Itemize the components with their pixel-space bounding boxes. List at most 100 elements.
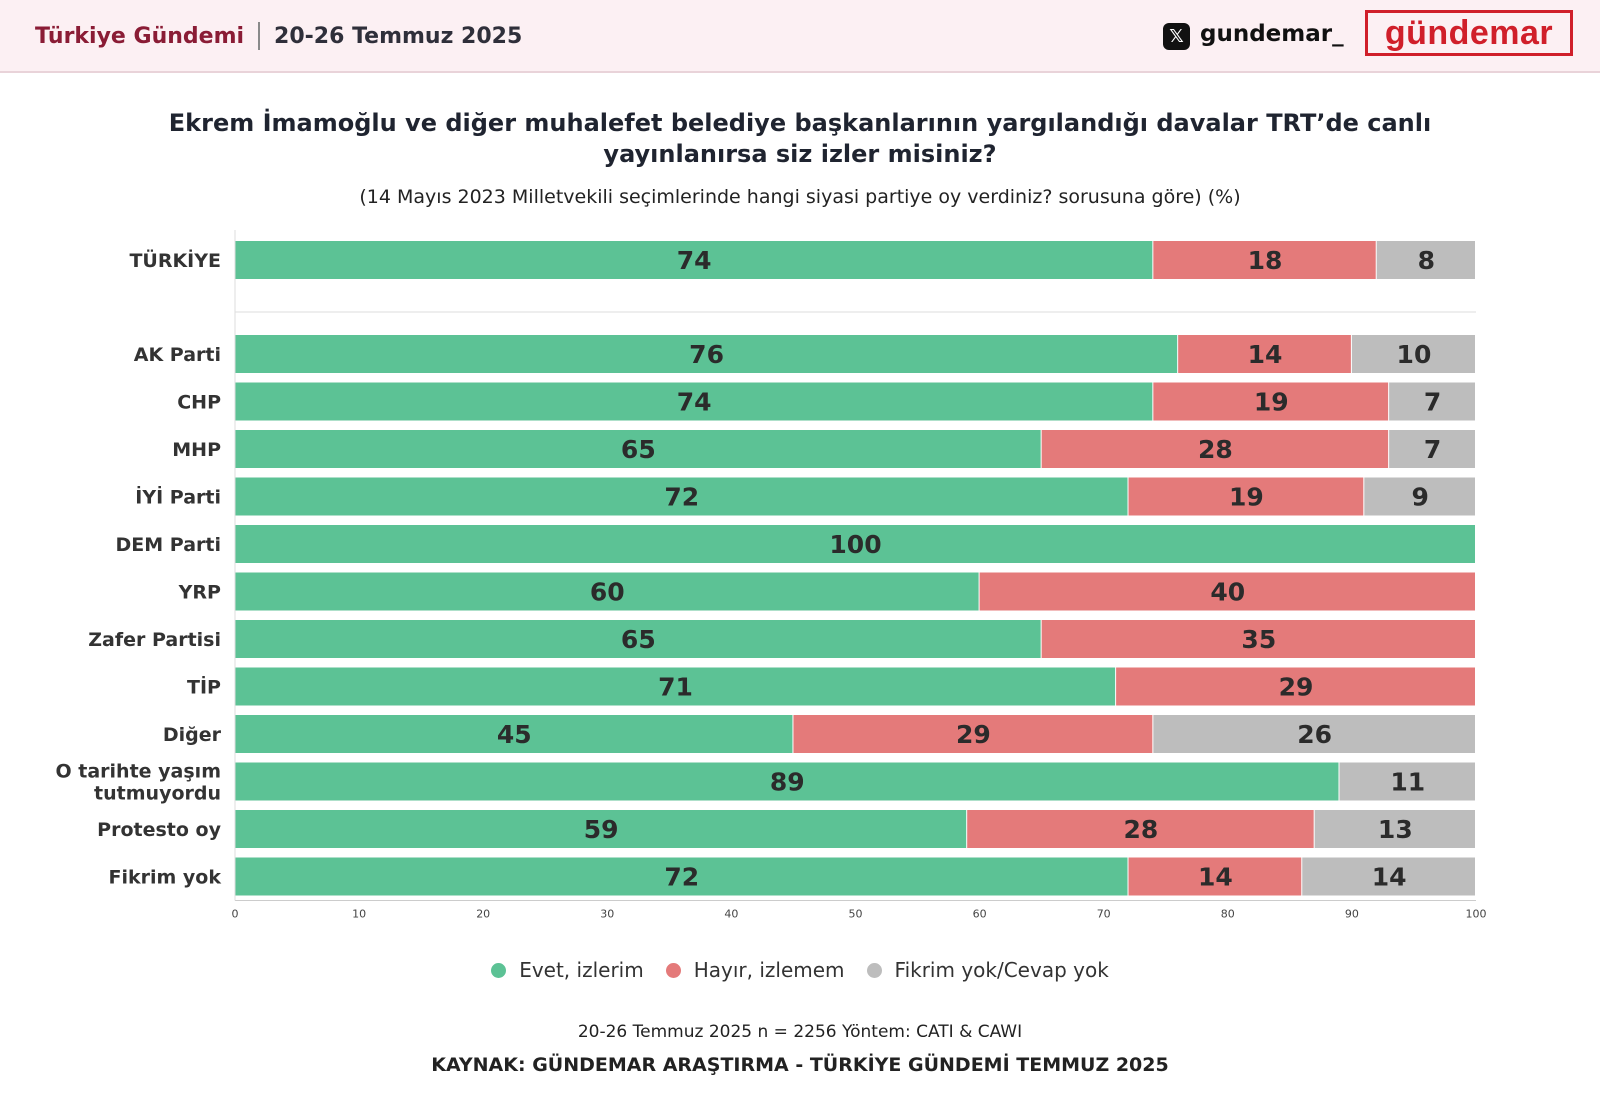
x-tick-label: 60 bbox=[973, 908, 987, 921]
bar-segment bbox=[967, 810, 1314, 848]
bar-value-label: 10 bbox=[1397, 340, 1432, 369]
bar-value-label: 71 bbox=[658, 673, 693, 702]
x-tick-label: 20 bbox=[476, 908, 490, 921]
bar-segment bbox=[235, 715, 793, 753]
legend-item: Hayır, izlemem bbox=[665, 958, 845, 982]
bar-value-label: 7 bbox=[1424, 388, 1441, 417]
x-tick-label: 80 bbox=[1221, 908, 1235, 921]
bar-value-label: 89 bbox=[770, 768, 805, 797]
legend-label: Evet, izlerim bbox=[519, 958, 644, 982]
bar-value-label: 65 bbox=[621, 625, 656, 654]
bar-value-label: 60 bbox=[590, 578, 625, 607]
legend-swatch bbox=[665, 962, 681, 978]
bar-value-label: 11 bbox=[1390, 768, 1425, 797]
legend-swatch bbox=[866, 962, 882, 978]
footer-source: KAYNAK: GÜNDEMAR ARAŞTIRMA - TÜRKİYE GÜN… bbox=[431, 1054, 1169, 1076]
chart-title: Ekrem İmamoğlu ve diğer muhalefet beledi… bbox=[168, 109, 1432, 168]
bar-value-label: 40 bbox=[1210, 578, 1245, 607]
bar-value-label: 100 bbox=[829, 530, 881, 559]
bar-segment bbox=[235, 857, 1128, 896]
bar-segment bbox=[235, 572, 979, 611]
bar-value-label: 8 bbox=[1418, 246, 1435, 275]
bar-segment bbox=[1041, 620, 1475, 658]
bar-segment bbox=[1314, 810, 1475, 848]
bar-segment bbox=[235, 620, 1041, 658]
bar-value-label: 18 bbox=[1248, 246, 1283, 275]
header-date-range: 20-26 Temmuz 2025 bbox=[274, 23, 523, 49]
bar-value-label: 74 bbox=[677, 246, 712, 275]
category-label: CHP bbox=[177, 392, 221, 414]
bar-segment bbox=[235, 667, 1116, 706]
bar-segment bbox=[979, 572, 1475, 611]
header-brand: Türkiye Gündemi bbox=[35, 23, 245, 49]
x-tick-label: 90 bbox=[1345, 908, 1359, 921]
bar-segment bbox=[1364, 477, 1475, 516]
bar-segment bbox=[1302, 857, 1475, 896]
social-handle[interactable]: gundemar_ bbox=[1200, 21, 1344, 47]
bar-value-label: 72 bbox=[664, 863, 699, 892]
x-tick-label: 100 bbox=[1466, 908, 1487, 921]
bar-value-label: 74 bbox=[677, 388, 712, 417]
bar-segment bbox=[793, 715, 1153, 753]
bar-value-label: 65 bbox=[621, 435, 656, 464]
bar-value-label: 28 bbox=[1198, 435, 1233, 464]
bar-value-label: 59 bbox=[584, 815, 619, 844]
legend-label: Fikrim yok/Cevap yok bbox=[894, 958, 1109, 982]
bar-value-label: 14 bbox=[1248, 340, 1283, 369]
category-label: TİP bbox=[187, 675, 221, 699]
header-divider bbox=[258, 22, 261, 50]
bar-segment bbox=[1389, 430, 1475, 468]
x-tick-label: 30 bbox=[600, 908, 614, 921]
x-tick-label: 70 bbox=[1097, 908, 1111, 921]
bar-segment bbox=[1041, 430, 1389, 468]
bar-segment bbox=[1376, 241, 1475, 279]
category-label: Fikrim yok bbox=[109, 867, 222, 889]
bar-segment bbox=[235, 477, 1128, 516]
legend-label: Hayır, izlemem bbox=[693, 958, 845, 982]
category-label: MHP bbox=[172, 439, 221, 461]
bar-value-label: 35 bbox=[1241, 625, 1276, 654]
bar-value-label: 72 bbox=[664, 483, 699, 512]
bar-value-label: 29 bbox=[956, 720, 991, 749]
bar-segment bbox=[1389, 382, 1475, 421]
bar-value-label: 29 bbox=[1279, 673, 1314, 702]
legend-swatch bbox=[491, 962, 507, 978]
bar-segment bbox=[1153, 382, 1389, 421]
x-tick-label: 10 bbox=[352, 908, 366, 921]
category-label: İYİ Parti bbox=[135, 485, 221, 509]
x-icon[interactable]: 𝕏 bbox=[1163, 23, 1190, 50]
x-tick-label: 50 bbox=[849, 908, 863, 921]
category-label: Zafer Partisi bbox=[88, 629, 221, 651]
footer-meta: 20-26 Temmuz 2025 n = 2256 Yöntem: CATI … bbox=[577, 1022, 1023, 1042]
bar-segment bbox=[235, 762, 1339, 801]
x-tick-label: 0 bbox=[232, 908, 239, 921]
bar-value-label: 9 bbox=[1411, 483, 1428, 512]
bar-value-label: 76 bbox=[689, 340, 724, 369]
category-label: O tarihte yaşım tutmuyordu bbox=[56, 761, 222, 805]
header-bar: Türkiye Gündemi 20-26 Temmuz 2025 𝕏 gund… bbox=[0, 0, 1600, 73]
bar-value-label: 14 bbox=[1198, 863, 1233, 892]
bar-segment bbox=[235, 525, 1475, 563]
bar-segment bbox=[235, 241, 1153, 279]
bar-value-label: 19 bbox=[1229, 483, 1264, 512]
bar-segment bbox=[235, 810, 967, 848]
bar-segment bbox=[1153, 241, 1376, 279]
bar-segment bbox=[1128, 857, 1302, 896]
bar-value-label: 7 bbox=[1424, 435, 1441, 464]
bar-segment bbox=[235, 430, 1041, 468]
bar-segment bbox=[1116, 667, 1475, 706]
bar-value-label: 45 bbox=[497, 720, 532, 749]
bar-segment bbox=[1339, 762, 1475, 801]
legend-item: Fikrim yok/Cevap yok bbox=[866, 958, 1109, 982]
bar-segment bbox=[1153, 715, 1475, 753]
logo: gündemar bbox=[1365, 10, 1573, 56]
chart-subtitle: (14 Mayıs 2023 Milletvekili seçimlerinde… bbox=[359, 186, 1241, 208]
bar-segment bbox=[1128, 477, 1364, 516]
category-label: DEM Parti bbox=[116, 534, 221, 556]
category-label: TÜRKİYE bbox=[129, 248, 221, 272]
bar-value-label: 19 bbox=[1254, 388, 1289, 417]
bar-value-label: 28 bbox=[1124, 815, 1159, 844]
bar-segment bbox=[235, 335, 1178, 373]
category-label: Protesto oy bbox=[97, 819, 221, 841]
bar-value-label: 26 bbox=[1297, 720, 1332, 749]
